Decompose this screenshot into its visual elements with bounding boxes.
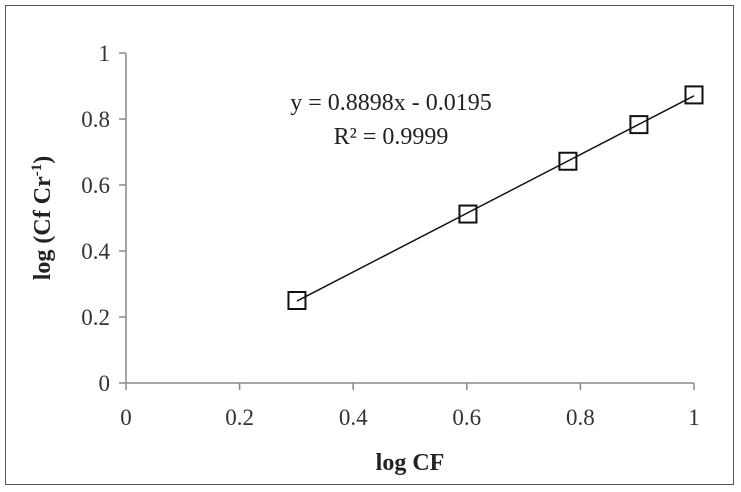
data-point [629,115,649,135]
y-tick-label: 1 [99,41,111,66]
y-axis-title: log (Cf Cr-1) [29,156,56,280]
trendline [296,95,695,302]
data-point [458,204,478,224]
axes-group [119,52,695,390]
x-tick-label: 0.6 [452,405,481,430]
y-axis-title-superscript: -1 [29,164,45,177]
y-tick-label: 0.4 [81,239,110,264]
r-squared-label: R² = 0.9999 [334,124,449,150]
x-tick-label: 0.4 [339,405,368,430]
y-tick-label: 0.2 [81,305,110,330]
x-tick-label: 0 [120,405,132,430]
y-tick-label: 0 [99,371,111,396]
x-tick-label: 1 [688,405,700,430]
trendline-equation: y = 0.8898x - 0.0195 [290,90,492,116]
data-point [558,151,578,171]
data-point [684,85,704,105]
y-tick-label: 0.6 [81,173,110,198]
data-points-group [287,85,704,310]
x-tick-label: 0.2 [225,405,254,430]
x-tick-label: 0.8 [566,405,595,430]
x-axis-title: log CF [376,450,445,476]
y-axis-title-main: log (Cf Cr [30,176,56,280]
y-tick-label: 0.8 [81,107,110,132]
data-point [287,291,307,310]
y-axis-title-close: ) [30,156,56,164]
tick-labels-group: 0 0.2 0.4 0.6 0.8 1 0 0.2 0.4 0.6 0.8 1 [81,41,700,430]
